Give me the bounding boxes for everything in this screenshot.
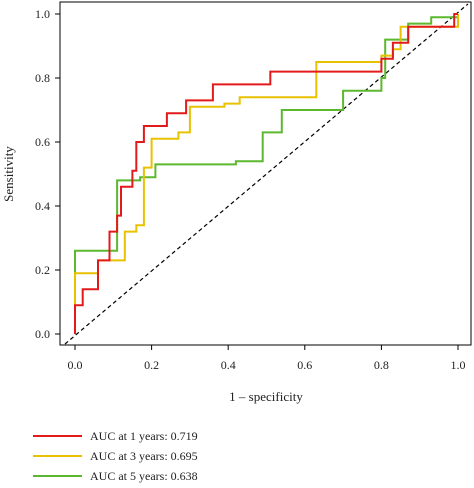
x-axis-title: 1 – specificity [229, 389, 303, 404]
y-tick-label: 1.0 [35, 7, 50, 21]
legend-label: AUC at 3 years: 0.695 [90, 449, 198, 463]
y-tick-label: 0.4 [35, 199, 50, 213]
legend-label: AUC at 1 years: 0.719 [90, 429, 198, 443]
x-tick-label: 0.4 [221, 358, 236, 372]
roc-series-line [74, 13, 458, 334]
reference-diagonal-line [64, 3, 469, 345]
y-tick-label: 0.6 [35, 135, 50, 149]
y-tick-label: 0.0 [35, 327, 50, 341]
y-tick-label: 0.2 [35, 263, 50, 277]
plot-frame [59, 1, 472, 346]
axes-layer: 0.0 0.2 0.4 0.6 0.8 1.0 0.0 0.2 0.4 0.6 0.8 1.0 [35, 7, 466, 372]
legend-label: AUC at 5 years: 0.638 [90, 469, 198, 483]
legend: AUC at 1 years: 0.719 AUC at 3 years: 0.6… [33, 429, 198, 483]
x-tick-label: 0.0 [68, 358, 83, 372]
series-layer [64, 3, 469, 345]
x-tick-label: 1.0 [451, 358, 466, 372]
x-tick-label: 0.2 [144, 358, 159, 372]
x-tick-label: 0.6 [297, 358, 312, 372]
x-tick-label: 0.8 [374, 358, 389, 372]
y-tick-label: 0.8 [35, 71, 50, 85]
y-axis-title: Sensitivity [1, 146, 16, 202]
